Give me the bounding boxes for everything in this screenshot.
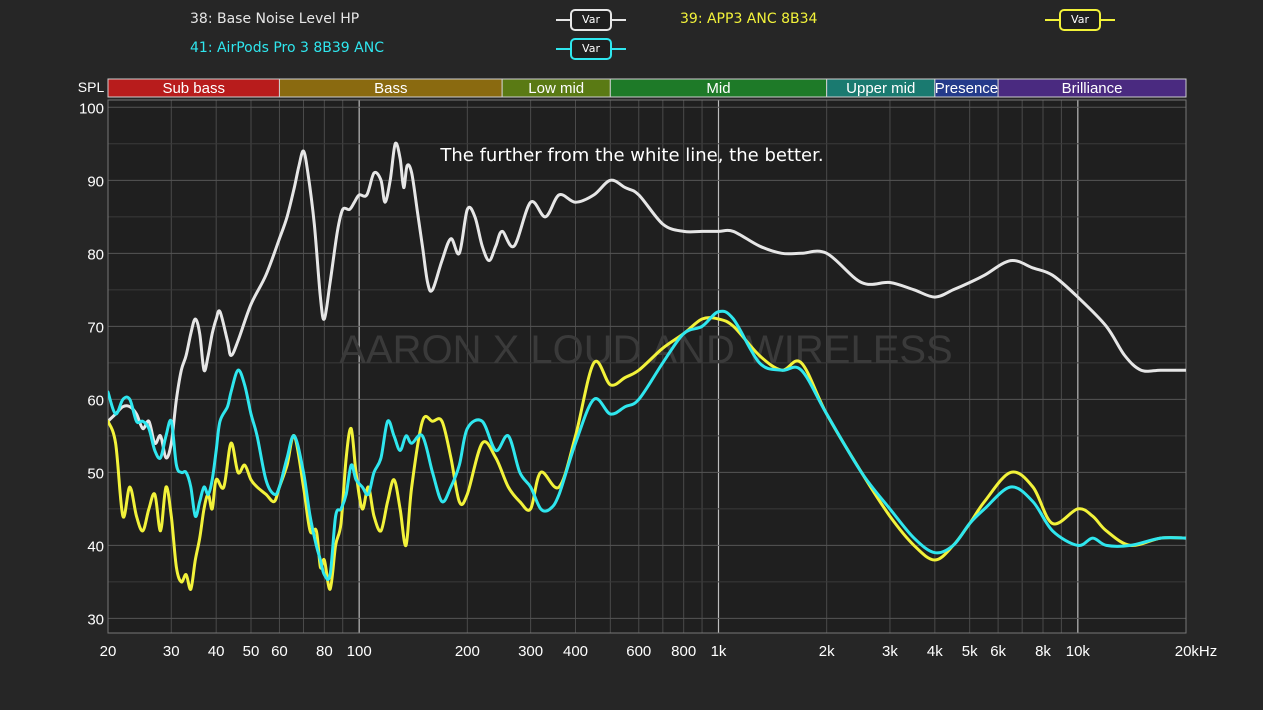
x-tick-label: 1k [711,643,727,660]
x-tick-label: 8k [1035,643,1051,660]
x-tick-label: 20kHz [1175,643,1218,660]
var-label: Var [570,38,612,60]
plot-border [107,99,1187,634]
x-tick-label: 5k [962,643,978,660]
y-tick-label: 40 [87,538,104,555]
legend-label: 38: Base Noise Level HP [190,11,360,27]
var-button-base-noise[interactable]: Var [556,9,626,31]
legend-entry-app3-anc[interactable]: 39: APP3 ANC 8B34 [680,11,817,27]
x-axis: 20 30 40 50 60 80 100 200 300 400 600 800 1k 2k 3k 4k 5k… [100,643,1218,660]
annotation-text: The further from the white line, the bet… [439,145,823,166]
band-label: Sub bass [162,80,225,97]
x-tick-label: 60 [271,643,288,660]
band-label: Brilliance [1062,80,1123,97]
frequency-band-bar: Sub bass Bass Low mid Mid Upper mid Presence B… [107,78,1187,98]
series-lines [108,141,1186,591]
x-tick-label: 80 [316,643,333,660]
y-tick-label: 50 [87,465,104,482]
x-tick-label: 400 [563,643,588,660]
series-line-airpods-pro-3 [108,309,1186,581]
legend-entry-base-noise[interactable]: 38: Base Noise Level HP [190,11,359,27]
y-tick-label: 100 [79,100,104,117]
legend-label: 41: AirPods Pro 3 8B39 ANC [190,40,384,56]
band-label: Bass [374,80,407,97]
x-tick-label: 600 [626,643,651,660]
var-button-app3-anc[interactable]: Var [1045,9,1115,31]
legend-label: 39: APP3 ANC 8B34 [680,11,818,27]
x-tick-label: 100 [347,643,372,660]
x-tick-label: 300 [518,643,543,660]
y-axis-label: SPL [78,79,105,95]
plot-background [108,100,1186,633]
x-tick-label: 800 [671,643,696,660]
var-label: Var [570,9,612,31]
x-tick-label: 40 [208,643,225,660]
x-tick-label: 2k [819,643,835,660]
x-tick-label: 20 [100,643,117,660]
x-tick-label: 50 [243,643,260,660]
series-line-base-noise [108,141,1186,460]
var-button-airpods-pro-3[interactable]: Var [556,38,626,60]
legend-entry-airpods-pro-3[interactable]: 41: AirPods Pro 3 8B39 ANC [190,40,384,56]
band-label: Upper mid [846,80,915,97]
x-tick-label: 30 [163,643,180,660]
band-label: Presence [935,80,998,97]
grid [107,99,1187,634]
y-tick-label: 30 [87,611,104,628]
x-tick-label: 10k [1066,643,1091,660]
x-tick-label: 4k [927,643,943,660]
y-tick-label: 60 [87,392,104,409]
band-label: Mid [706,80,730,97]
y-tick-label: 70 [87,319,104,336]
var-label: Var [1059,9,1101,31]
y-tick-label: 90 [87,173,104,190]
band-label: Low mid [528,80,584,97]
x-tick-label: 3k [882,643,898,660]
y-tick-label: 80 [87,246,104,263]
y-axis: 100 90 80 70 60 50 40 30 [79,100,104,628]
x-tick-label: 6k [990,643,1006,660]
band-segment [997,78,1187,98]
x-tick-label: 200 [455,643,480,660]
